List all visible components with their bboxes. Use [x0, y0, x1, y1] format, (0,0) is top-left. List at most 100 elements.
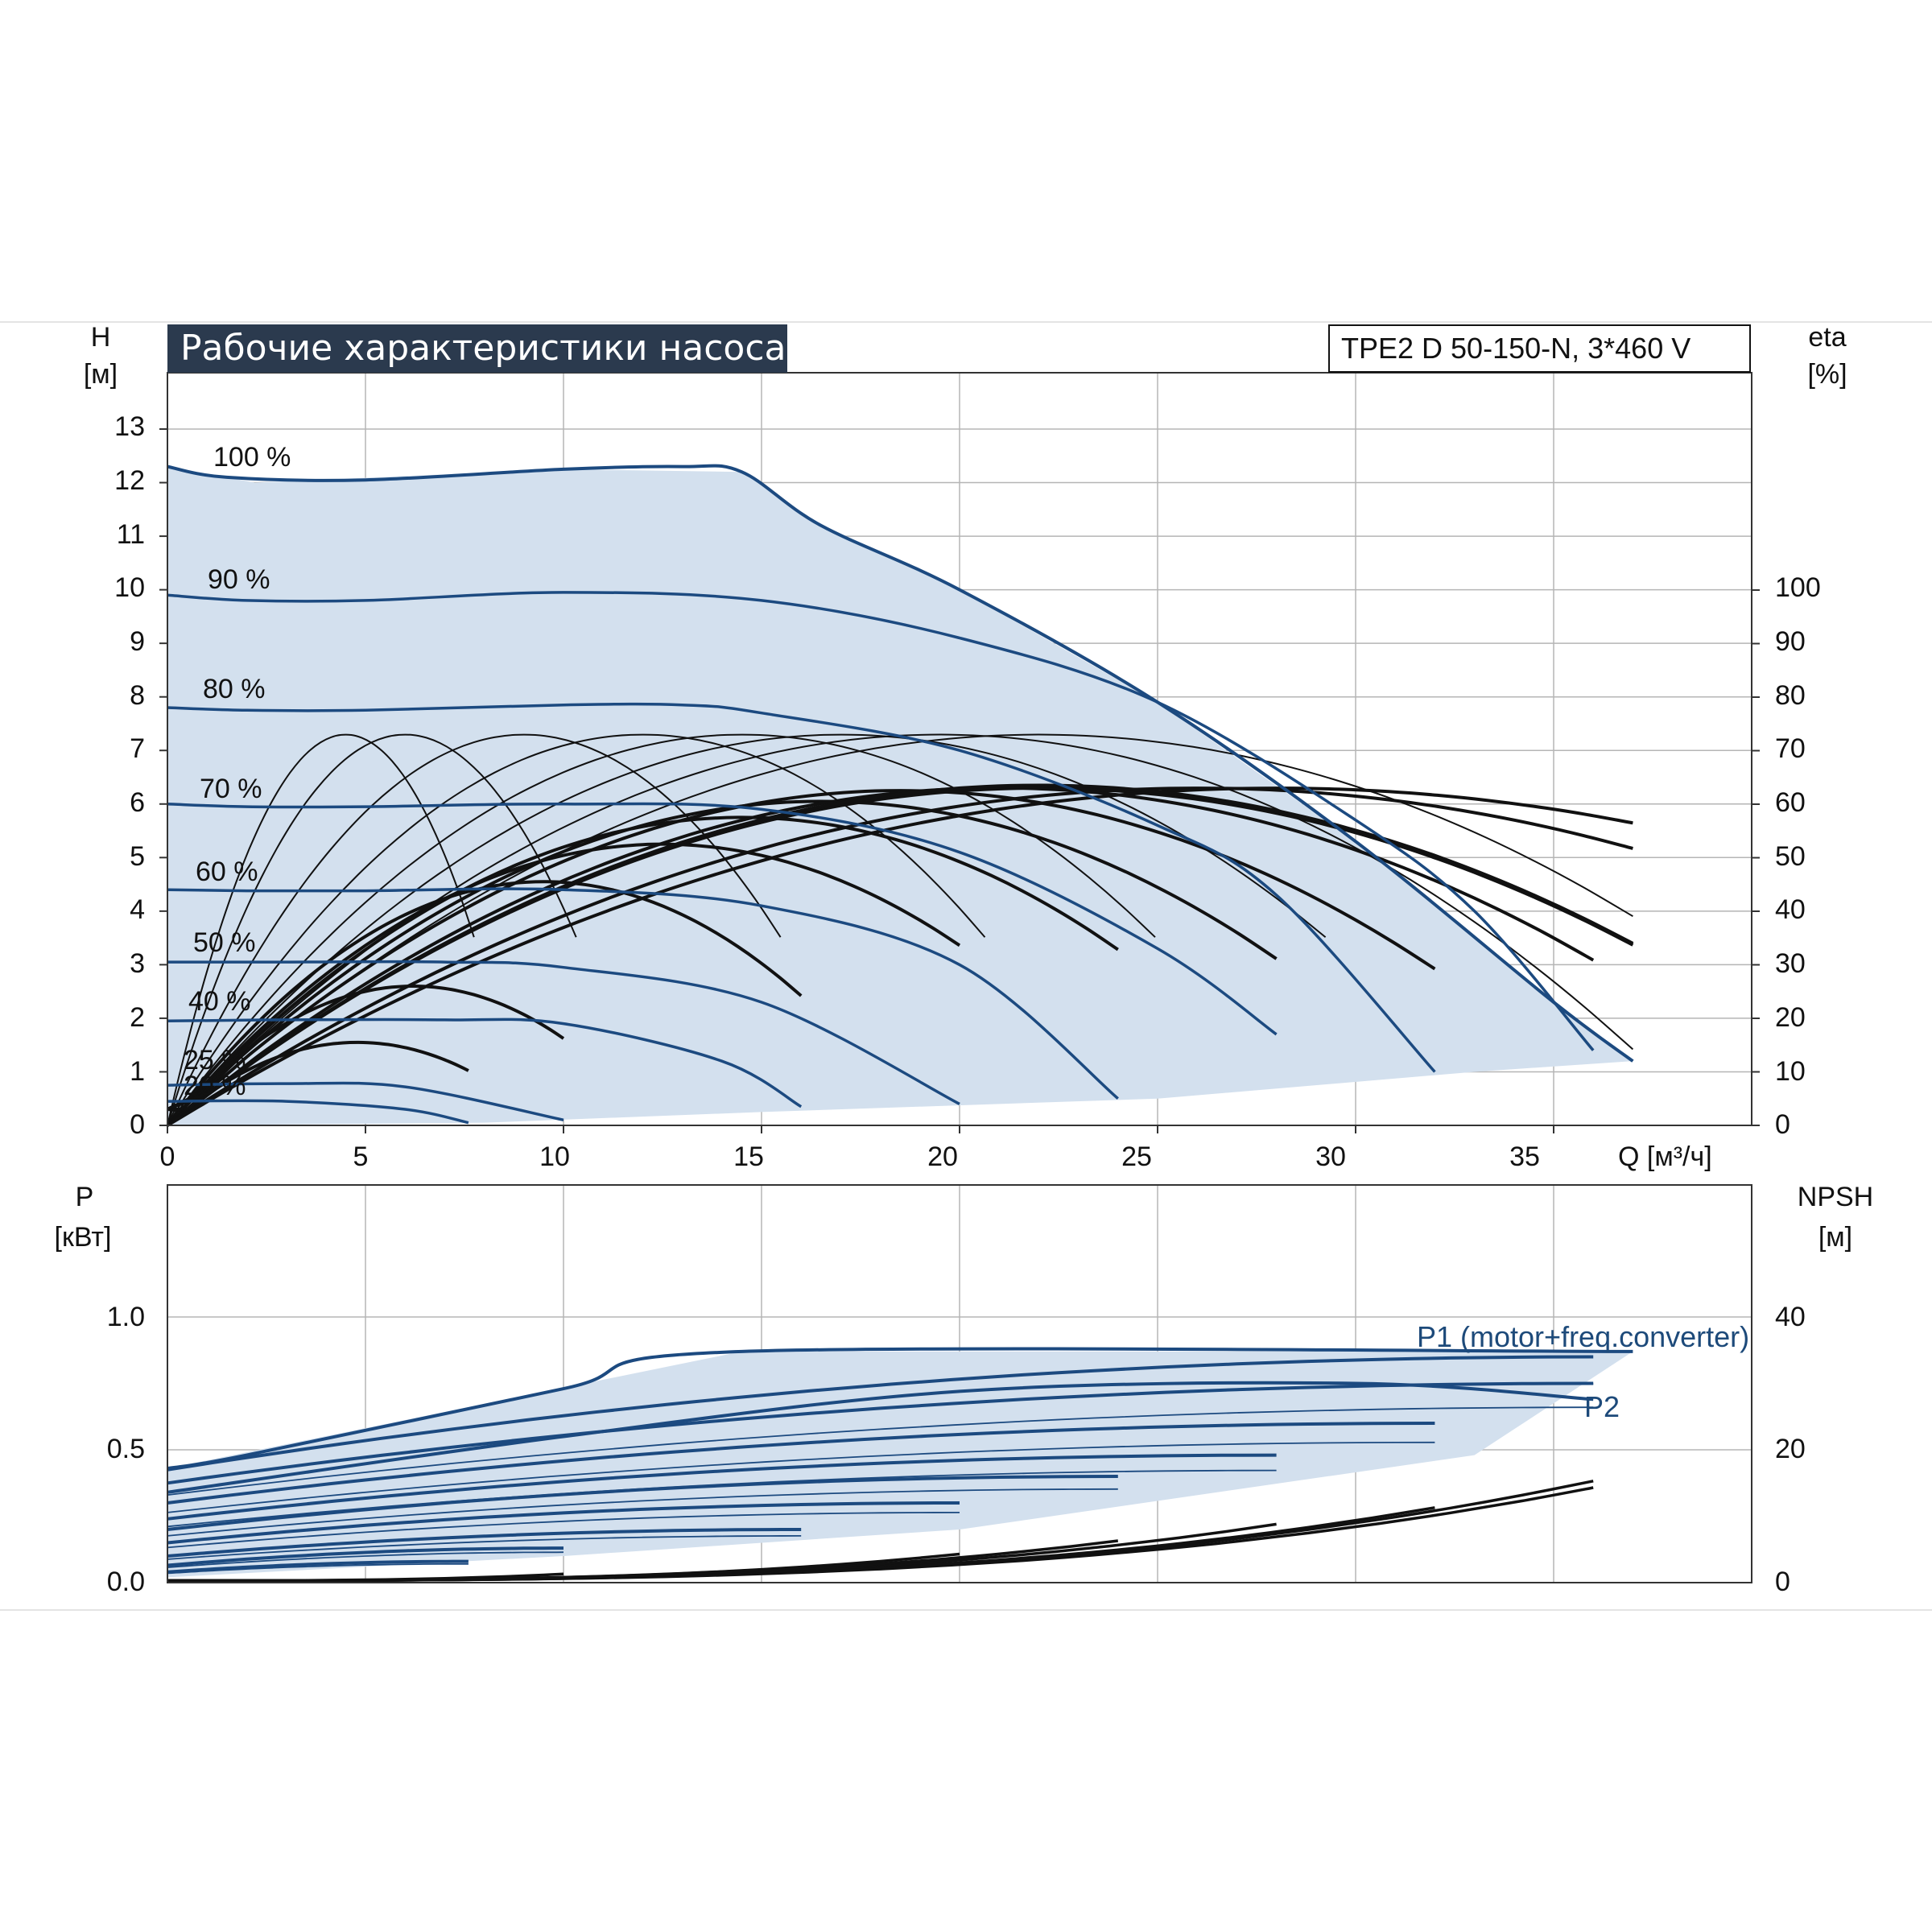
- power-curve: [167, 1528, 802, 1558]
- power-curve: [167, 1501, 960, 1545]
- q-tick: 35: [1509, 1141, 1540, 1172]
- q-tick: 0: [159, 1141, 175, 1172]
- power-curve-p2: [167, 1551, 564, 1568]
- head-curve: [167, 1018, 803, 1108]
- efficiency-curve: [167, 733, 1156, 1126]
- efficiency-curve: [167, 733, 986, 1126]
- head-axis-label: H: [90, 322, 111, 353]
- h-tick: 12: [114, 465, 145, 496]
- p1-curve-label: P1 (motor+freq.converter): [1417, 1320, 1750, 1353]
- head-curve: [167, 702, 1436, 1073]
- h-tick: 10: [114, 572, 145, 603]
- q-tick: 10: [539, 1141, 570, 1172]
- q-tick: 5: [353, 1141, 369, 1172]
- eta-tick: 20: [1775, 1002, 1806, 1033]
- eta-tick: 80: [1775, 680, 1806, 711]
- eta-tick: 30: [1775, 948, 1806, 979]
- npsh-tick: 20: [1775, 1434, 1806, 1464]
- h-tick: 9: [130, 626, 145, 657]
- h-tick: 8: [130, 680, 145, 711]
- power-curve-p2: [167, 1512, 960, 1549]
- power-curve: [167, 1453, 1277, 1521]
- q-tick: 20: [927, 1141, 958, 1172]
- speed-label-60: 60 %: [196, 857, 258, 887]
- power-curve: [167, 1475, 1118, 1531]
- h-tick: 4: [130, 894, 145, 925]
- p-tick: 0.0: [106, 1567, 145, 1597]
- eta-tick: 0: [1775, 1109, 1790, 1140]
- speed-label-100: 100 %: [213, 442, 291, 473]
- h-tick: 11: [116, 519, 145, 550]
- efficiency-curve-heavy: [167, 783, 1634, 1111]
- speed-label-50: 50 %: [193, 927, 256, 958]
- power-curve-p2: [167, 1535, 802, 1560]
- power-curve: [167, 1546, 564, 1567]
- h-tick: 7: [130, 733, 145, 764]
- efficiency-curve: [167, 733, 782, 1126]
- h-tick: 1: [130, 1056, 145, 1087]
- power-curve: [167, 1422, 1435, 1505]
- eta-tick: 10: [1775, 1056, 1806, 1087]
- power-curve-p2: [167, 1406, 1594, 1496]
- power-curve-p2: [167, 1563, 469, 1575]
- q-tick: 15: [733, 1141, 764, 1172]
- speed-label-25: 25 %: [184, 1045, 246, 1075]
- eta-tick: 70: [1775, 733, 1806, 764]
- efficiency-curve: [166, 786, 1633, 1127]
- eta-tick: 60: [1775, 787, 1806, 818]
- power-curve: [167, 1559, 469, 1574]
- h-tick: 2: [130, 1002, 145, 1033]
- lower-plot-frame: [167, 1184, 1752, 1583]
- power-envelope: [167, 1347, 1633, 1471]
- head-curve: [167, 464, 1634, 1063]
- pump-model-label: TPE2 D 50-150-N, 3*460 V: [1328, 324, 1751, 373]
- speed-label-90: 90 %: [208, 564, 270, 595]
- eta-tick: 40: [1775, 894, 1806, 925]
- eta-tick: 100: [1775, 572, 1821, 603]
- eta-axis-unit: [%]: [1807, 359, 1847, 390]
- speed-label-20: 20 %: [184, 1071, 246, 1101]
- p2-curve-label: P2: [1584, 1390, 1620, 1423]
- h-tick: 13: [114, 411, 145, 442]
- chart-title: Рабочие характеристики насоса: [167, 324, 787, 373]
- power-axis-unit: [кВт]: [54, 1222, 112, 1253]
- npsh-tick: 0: [1775, 1567, 1790, 1597]
- power-curve: [167, 1381, 1594, 1485]
- power-axis-label: P: [75, 1182, 94, 1212]
- h-tick: 6: [130, 787, 145, 818]
- q-tick: 30: [1315, 1141, 1346, 1172]
- power-curve-p2: [167, 1488, 1118, 1537]
- head-curve: [167, 960, 960, 1105]
- efficiency-curve: [167, 733, 1327, 1126]
- head-curve: [167, 802, 1278, 1036]
- head-curve: [167, 887, 1119, 1100]
- npsh-axis-unit: [м]: [1818, 1222, 1853, 1253]
- eta-axis-label: eta: [1808, 322, 1847, 353]
- efficiency-curve: [167, 733, 577, 1126]
- h-tick: 5: [130, 841, 145, 872]
- q-tick: 25: [1121, 1141, 1152, 1172]
- head-curve: [167, 591, 1595, 1051]
- speed-label-40: 40 %: [188, 986, 251, 1017]
- npsh-curve: [167, 1572, 564, 1583]
- head-curve: [167, 1081, 564, 1122]
- h-tick: 0: [130, 1109, 145, 1140]
- efficiency-curve-heavy: [167, 786, 1595, 1111]
- efficiency-curve-heavy: [167, 842, 961, 1111]
- eta-tick: 50: [1775, 841, 1806, 872]
- power-envelope: [167, 1381, 1594, 1494]
- flow-axis-label: Q [м³/ч]: [1618, 1141, 1712, 1172]
- h-tick: 3: [130, 948, 145, 979]
- p-tick: 1.0: [106, 1302, 145, 1332]
- npsh-axis-label: NPSH: [1797, 1182, 1874, 1212]
- efficiency-curve: [166, 786, 1633, 1127]
- head-axis-unit: [м]: [83, 359, 118, 390]
- power-curve-p2: [167, 1441, 1435, 1513]
- eta-tick: 90: [1775, 626, 1806, 657]
- power-curve: [167, 1355, 1594, 1472]
- head-curve: [167, 1099, 469, 1125]
- speed-label-80: 80 %: [203, 674, 266, 704]
- power-area: [167, 1351, 1633, 1578]
- speed-label-70: 70 %: [200, 774, 262, 804]
